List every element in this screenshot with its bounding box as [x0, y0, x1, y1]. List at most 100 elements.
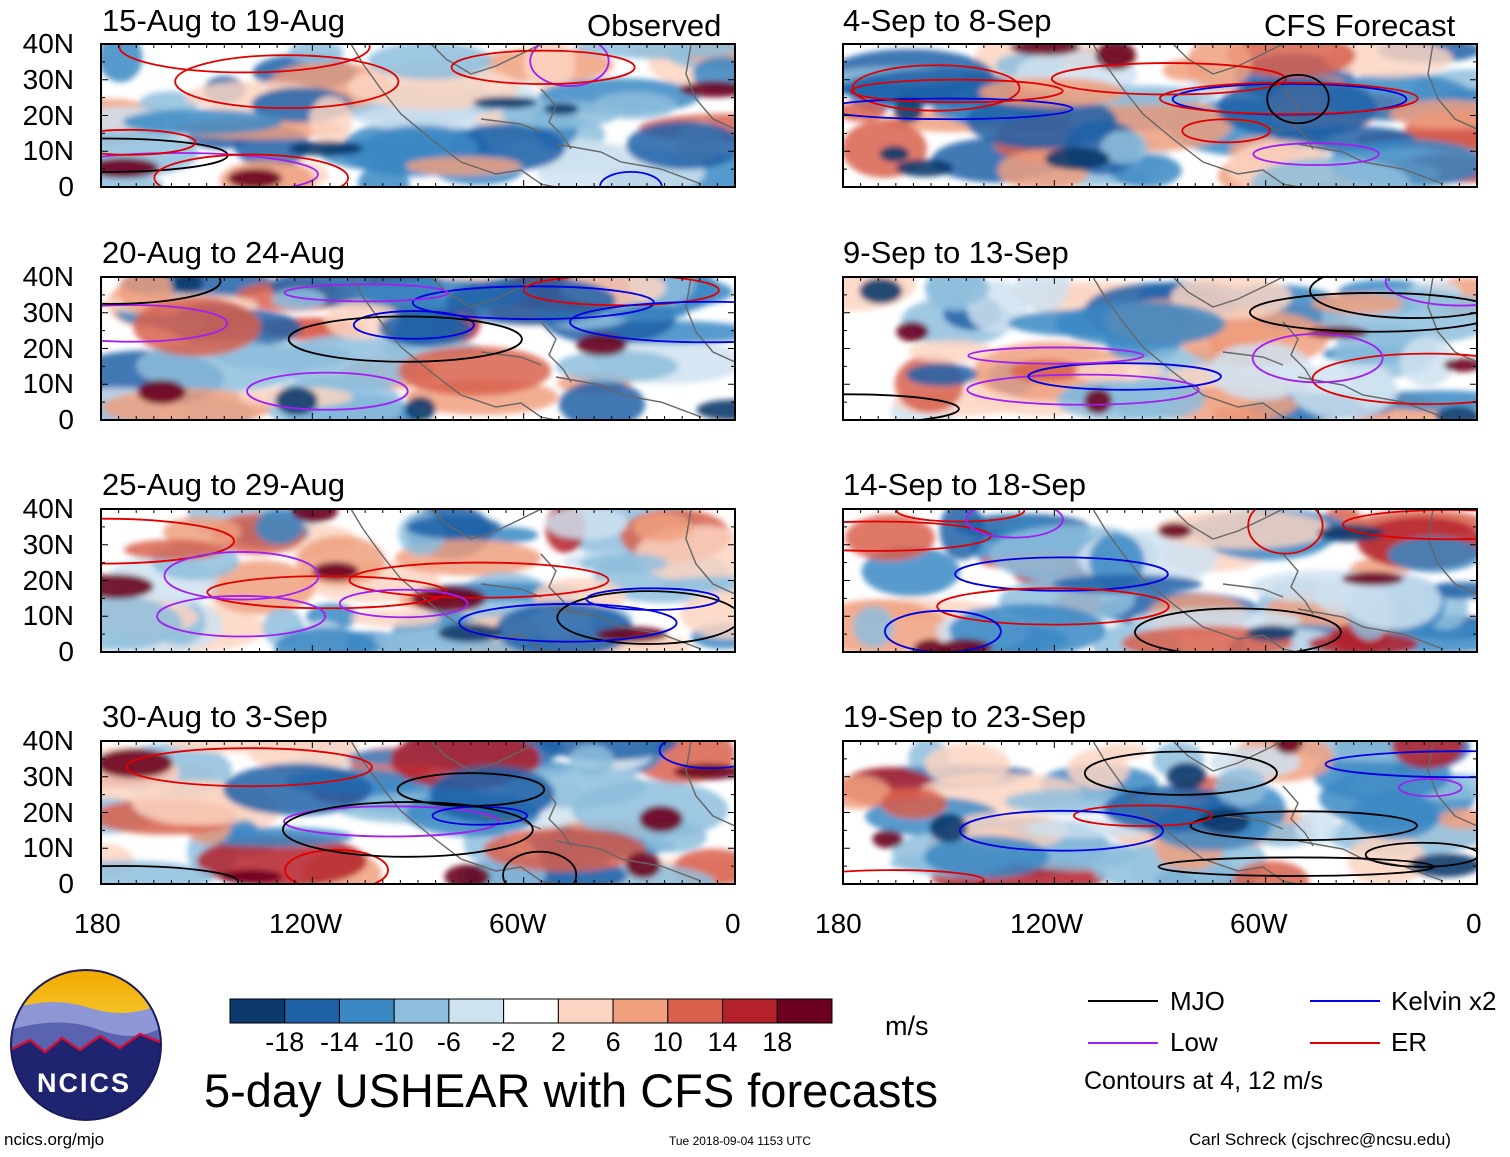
y-tick-label: 30N: [22, 760, 74, 792]
colorbar-segment: [284, 998, 340, 1024]
colorbar-segment: [776, 998, 833, 1024]
coastline-americas: [350, 277, 557, 420]
colorbar-segment: [448, 998, 505, 1024]
y-tick-label: 10N: [22, 135, 74, 167]
units-label: m/s: [885, 1011, 929, 1041]
legend-label-er: ER: [1391, 1027, 1428, 1057]
colorbar-label: -10: [374, 1027, 414, 1057]
logo-text: NCICS: [37, 1068, 132, 1098]
coastline-africa: [1427, 44, 1477, 130]
y-tick-label: 30N: [22, 296, 74, 328]
coastline-florida: [540, 321, 572, 383]
ncics-logo: [10, 969, 162, 1121]
coastline-us: [1172, 741, 1284, 772]
coastline-us: [430, 741, 542, 772]
coastline-caribbean: [1222, 815, 1284, 830]
y-tick-label: 40N: [22, 725, 74, 756]
panel-title-obs-1: 15-Aug to 19-Aug: [102, 3, 346, 38]
y-tick-label: 40N: [22, 28, 74, 59]
coastline-us: [430, 44, 542, 75]
coastline-americas: [1092, 509, 1299, 652]
legend: [1088, 1000, 1380, 1044]
coastline-caribbean: [1222, 583, 1284, 598]
y-tick-label: 0: [58, 636, 74, 667]
colorbar-segment: [229, 998, 286, 1024]
map-panel-6: [842, 276, 1478, 421]
panel-title-obs-3: 25-Aug to 29-Aug: [102, 467, 346, 502]
colorbar-label: 2: [550, 1027, 566, 1057]
coastline-s-america: [555, 143, 702, 185]
footer-timestamp: Tue 2018-09-04 1153 UTC: [669, 1134, 812, 1148]
main-title: 5-day USHEAR with CFS forecasts: [204, 1064, 938, 1117]
coastline-florida: [540, 785, 572, 847]
legend-label-mjo: MJO: [1170, 986, 1225, 1016]
coastline-americas: [350, 509, 557, 652]
x-tick-0-right: 0: [1466, 908, 1482, 939]
panel-title-obs-2: 20-Aug to 24-Aug: [102, 235, 346, 270]
coastline-caribbean: [480, 583, 542, 598]
colorbar-label: -2: [491, 1027, 516, 1057]
colorbar: [229, 998, 833, 1024]
coastline-s-america: [1297, 608, 1444, 650]
coastline-americas: [1092, 741, 1299, 884]
panel-title-fcst-3: 14-Sep to 18-Sep: [843, 467, 1087, 502]
coastline-florida: [1282, 553, 1314, 615]
legend-label-low: Low: [1170, 1027, 1218, 1057]
x-tick-120w-left: 120W: [269, 908, 343, 939]
coastline-us: [1172, 44, 1284, 75]
coastline-africa: [685, 741, 735, 827]
y-tick-label: 0: [58, 171, 74, 202]
y-tick-label: 20N: [22, 796, 74, 828]
y-tick-label: 30N: [22, 528, 74, 560]
coastline-us: [1172, 277, 1284, 308]
map-panel-5: [842, 43, 1478, 188]
coastline-americas: [350, 44, 557, 187]
x-tick-180-left: 180: [74, 908, 121, 939]
x-tick-0-left: 0: [725, 908, 741, 939]
y-tick-label: 20N: [22, 332, 74, 364]
cfs-forecast-label: CFS Forecast: [1264, 8, 1456, 43]
coastline-africa: [685, 509, 735, 595]
colorbar-segment: [557, 998, 614, 1024]
coastline-africa: [685, 44, 735, 130]
coastline-africa: [1427, 509, 1477, 595]
colorbar-label: 6: [605, 1027, 621, 1057]
colorbar-label: 14: [707, 1027, 738, 1057]
coastline-africa: [685, 277, 735, 363]
y-tick-label: 40N: [22, 493, 74, 524]
colorbar-segment: [393, 998, 450, 1024]
y-tick-label: 0: [58, 868, 74, 899]
observed-label: Observed: [587, 8, 722, 43]
map-panel-8: [842, 740, 1478, 885]
coastline-caribbean: [1222, 351, 1284, 366]
coastline-us: [1172, 509, 1284, 540]
coastline-florida: [1282, 785, 1314, 847]
contour-note: Contours at 4, 12 m/s: [1084, 1067, 1324, 1095]
y-tick-label: 0: [58, 404, 74, 435]
panel-title-fcst-1: 4-Sep to 8-Sep: [843, 3, 1052, 38]
coastline-caribbean: [480, 118, 542, 133]
x-tick-60w-right: 60W: [1230, 908, 1288, 939]
colorbar-segment: [503, 998, 559, 1024]
colorbar-segment: [338, 998, 395, 1024]
colorbar-label: 10: [652, 1027, 683, 1057]
colorbar-label: -14: [319, 1027, 359, 1057]
colorbar-segment: [612, 998, 669, 1024]
footer-author: Carl Schreck (cjschrec@ncsu.edu): [1189, 1130, 1451, 1149]
colorbar-label: -18: [265, 1027, 305, 1057]
coastline-americas: [350, 741, 557, 884]
map-panel-7: [842, 508, 1478, 653]
y-tick-label: 10N: [22, 368, 74, 400]
coastline-s-america: [555, 840, 702, 882]
map-panel-3: [100, 508, 736, 653]
y-tick-label: 10N: [22, 600, 74, 632]
panel-title-fcst-4: 19-Sep to 23-Sep: [843, 699, 1087, 734]
x-tick-60w-left: 60W: [489, 908, 547, 939]
coastline-florida: [540, 88, 572, 150]
map-panel-1: [100, 43, 736, 188]
colorbar-segment: [667, 998, 724, 1024]
coastline-s-america: [555, 376, 702, 418]
y-tick-label: 10N: [22, 832, 74, 864]
legend-label-kelvin: Kelvin x2: [1391, 986, 1497, 1016]
